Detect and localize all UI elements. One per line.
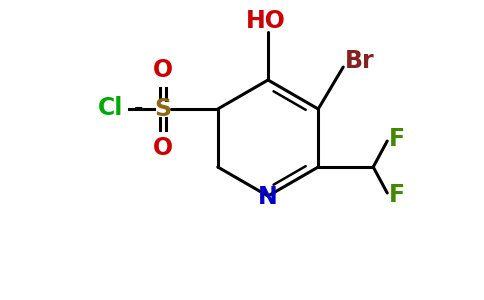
Text: O: O bbox=[153, 136, 173, 160]
Text: -: - bbox=[134, 95, 144, 121]
Text: Cl: Cl bbox=[98, 96, 123, 120]
Text: N: N bbox=[258, 185, 278, 209]
Text: S: S bbox=[154, 97, 171, 121]
Text: Br: Br bbox=[345, 49, 374, 73]
Text: HO: HO bbox=[246, 9, 286, 33]
Text: F: F bbox=[389, 127, 405, 151]
Text: F: F bbox=[389, 183, 405, 207]
Text: O: O bbox=[153, 58, 173, 82]
